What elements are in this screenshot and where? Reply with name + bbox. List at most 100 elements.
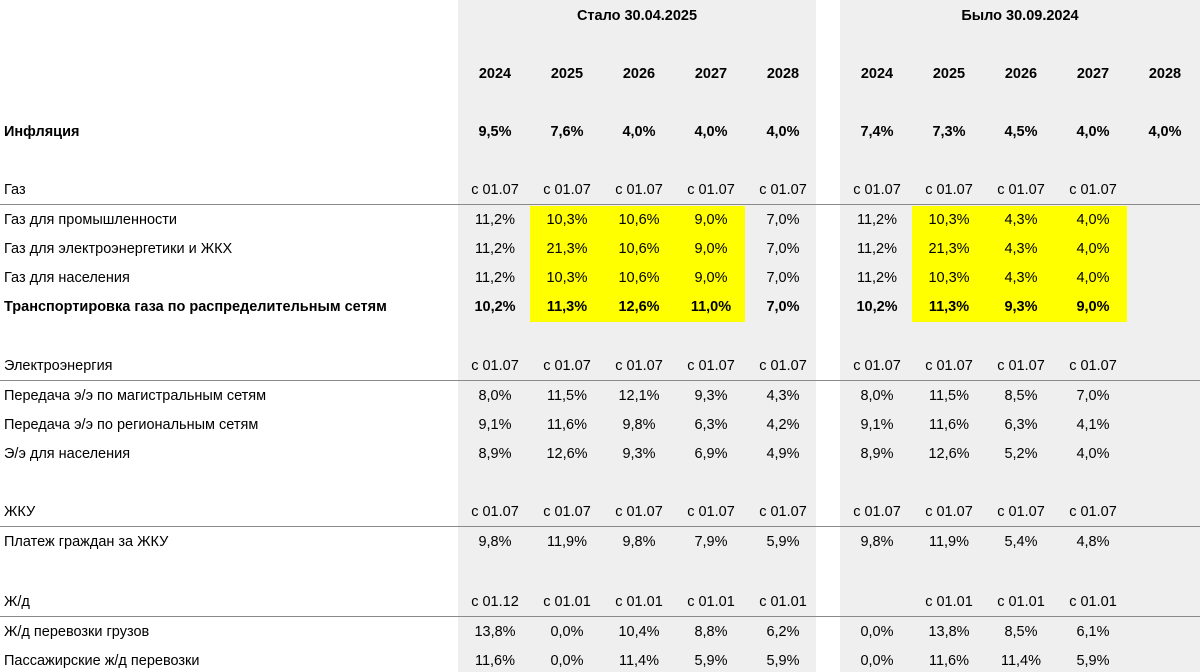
table-row-new-cell: 12,6% [618,299,660,315]
section-date-old-cell: с 01.07 [997,358,1045,374]
table-row-label: Пассажирские ж/д перевозки [4,653,200,669]
section-date-old-cell: с 01.01 [997,594,1045,610]
table-row-new-cell: 7,0% [766,241,800,257]
table-row-new-cell: 12,6% [546,446,588,462]
section-date-old-cell: с 01.07 [925,358,973,374]
table-row-new-cell: 7,0% [766,299,800,315]
section-title: ЖКУ [4,504,36,520]
table-row-new-cell: 8,0% [478,388,512,404]
section-date-new-cell: с 01.07 [759,358,807,374]
section-date-old-cell: с 01.07 [997,182,1045,198]
table-row-old-cell: 4,3% [1004,241,1038,257]
table-row-old-cell: 6,3% [1004,417,1038,433]
table-row-old-cell: 4,3% [1004,212,1038,228]
section-divider [0,204,1200,205]
table-row-old-cell: 8,9% [860,446,894,462]
section-date-new-cell: с 01.01 [687,594,735,610]
table-row-old-cell: 8,0% [860,388,894,404]
table-row-old-cell: 5,2% [1004,446,1038,462]
inflation-label: Инфляция [4,124,80,140]
table-row-new-cell: 6,2% [766,624,800,640]
table-row-old-cell: 11,9% [928,534,970,550]
table-row-new-cell: 10,3% [546,270,588,286]
table-row-new-cell: 4,2% [766,417,800,433]
year-header-new: 2024 [478,66,512,82]
table-row-new-cell: 6,3% [694,417,728,433]
table-row-new-cell: 11,2% [474,212,516,228]
table-row-new-cell: 11,3% [546,299,588,315]
table-row-old-cell: 11,5% [928,388,970,404]
section-divider [0,616,1200,617]
table-row-new-cell: 9,1% [478,417,512,433]
table-row-old-cell: 6,1% [1076,624,1110,640]
new-gas-highlight [530,206,745,322]
table-row-old-cell: 5,9% [1076,653,1110,669]
table-row-new-cell: 11,5% [546,388,588,404]
section-date-new-cell: с 01.07 [615,182,663,198]
table-row-new-cell: 8,9% [478,446,512,462]
table-row-new-cell: 5,9% [766,534,800,550]
table-row-old-cell: 4,0% [1076,212,1110,228]
year-header-old: 2026 [1004,66,1038,82]
section-date-new-cell: с 01.07 [543,504,591,520]
inflation-old-cell: 7,3% [932,124,966,140]
table-row-new-cell: 7,0% [766,212,800,228]
year-header-new: 2026 [622,66,656,82]
table-row-old-cell: 5,4% [1004,534,1038,550]
table-row-old-cell: 12,6% [928,446,970,462]
section-date-old-cell: с 01.07 [925,182,973,198]
table-row-old-cell: 4,3% [1004,270,1038,286]
table-row-old-cell: 0,0% [860,653,894,669]
table-row-new-cell: 9,0% [694,241,728,257]
section-date-new-cell: с 01.07 [543,358,591,374]
section-title: Электроэнергия [4,358,113,374]
table-row-new-cell: 10,6% [618,212,660,228]
section-date-old-cell: с 01.07 [1069,358,1117,374]
section-date-old-cell: с 01.07 [925,504,973,520]
table-row-new-cell: 9,3% [694,388,728,404]
section-date-new-cell: с 01.01 [615,594,663,610]
section-date-new-cell: с 01.07 [615,358,663,374]
table-row-label: Ж/д перевозки грузов [4,624,150,640]
table-row-label: Газ для промышленности [4,212,178,228]
table-row-new-cell: 11,2% [474,270,516,286]
table-row-old-cell: 11,2% [856,241,898,257]
section-date-old-cell: с 01.07 [853,504,901,520]
table-row-old-cell: 11,3% [928,299,970,315]
section-date-new-cell: с 01.07 [759,182,807,198]
section-date-new-cell: с 01.01 [759,594,807,610]
table-row-old-cell: 11,6% [928,417,970,433]
table-row-old-cell: 11,6% [928,653,970,669]
table-row-new-cell: 4,9% [766,446,800,462]
inflation-old-cell: 4,0% [1148,124,1182,140]
table-row-new-cell: 6,9% [694,446,728,462]
table-row-old-cell: 10,2% [856,299,898,315]
year-header-old: 2027 [1076,66,1110,82]
section-date-old-cell: с 01.07 [997,504,1045,520]
year-header-new: 2027 [694,66,728,82]
inflation-new-cell: 4,0% [766,124,800,140]
table-row-old-cell: 4,8% [1076,534,1110,550]
year-header-new: 2028 [766,66,800,82]
table-row-new-cell: 5,9% [694,653,728,669]
table-row-old-cell: 4,0% [1076,241,1110,257]
section-date-old-cell: с 01.01 [1069,594,1117,610]
table-row-new-cell: 13,8% [474,624,516,640]
section-date-new-cell: с 01.07 [687,358,735,374]
section-date-new-cell: с 01.07 [471,504,519,520]
section-date-old-cell: с 01.07 [1069,504,1117,520]
inflation-old-cell: 4,5% [1004,124,1038,140]
table-row-old-cell: 9,3% [1004,299,1038,315]
table-row-new-cell: 10,3% [546,212,588,228]
table-row-new-cell: 9,8% [478,534,512,550]
table-row-new-cell: 11,9% [546,534,588,550]
table-row-old-cell: 21,3% [928,241,970,257]
table-row-old-cell: 8,5% [1004,388,1038,404]
section-date-new-cell: с 01.01 [543,594,591,610]
table-row-new-cell: 7,9% [694,534,728,550]
year-header-old: 2025 [932,66,966,82]
section-title: Газ [4,182,26,198]
table-row-label: Платеж граждан за ЖКУ [4,534,169,550]
old-forecast-column-bg [840,0,1200,672]
section-date-new-cell: с 01.07 [615,504,663,520]
